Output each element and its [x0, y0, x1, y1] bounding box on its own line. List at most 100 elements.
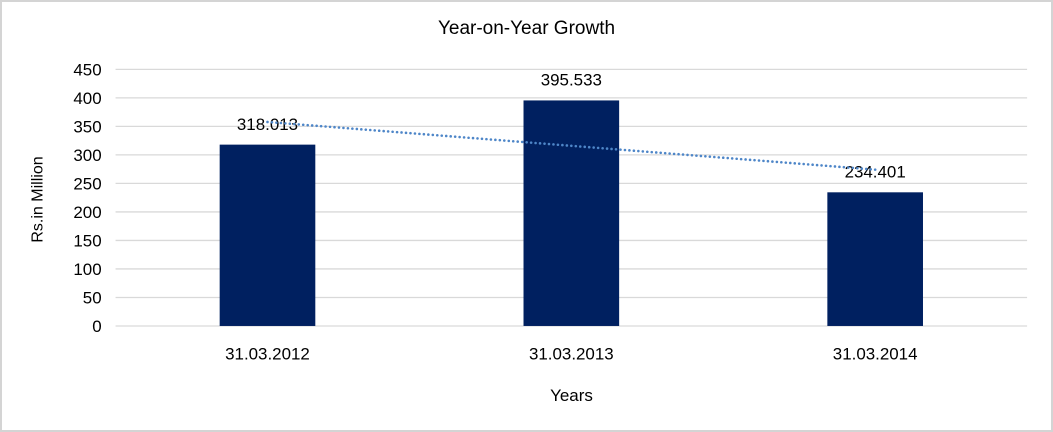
- trendline-dot: [337, 126, 341, 129]
- trendline-dot: [404, 131, 408, 135]
- trendline-dot: [614, 148, 618, 151]
- trendline-dot: [525, 140, 528, 144]
- trendline-dot: [842, 165, 846, 169]
- trendline-dot: [507, 139, 511, 143]
- trendline-dot: [534, 141, 537, 145]
- trendline-dot: [346, 126, 350, 130]
- trendline-dot: [355, 127, 359, 131]
- trendline-dot: [427, 133, 430, 136]
- trendline-dot: [319, 124, 323, 128]
- trendline-dot: [663, 151, 667, 155]
- trendline-dot: [766, 159, 770, 163]
- trendline-dot: [806, 163, 810, 166]
- trendline-dot: [704, 155, 707, 158]
- trendline-dot: [386, 130, 390, 133]
- trendline-dot: [610, 147, 613, 151]
- trendline-dot: [543, 142, 546, 145]
- trendline-dot: [820, 164, 823, 167]
- trendline-dot: [373, 129, 377, 132]
- trendline-dot: [762, 159, 765, 163]
- trendline-dot: [458, 135, 461, 139]
- y-tick-label: 400: [73, 89, 101, 108]
- trendline-dot: [833, 165, 837, 168]
- trendline-dot: [748, 158, 752, 162]
- trendline-dot: [860, 167, 864, 170]
- bar-data-label: 318.013: [237, 115, 298, 134]
- trendline-dot: [659, 151, 662, 155]
- x-axis-title: Years: [550, 386, 593, 405]
- y-tick-label: 450: [73, 60, 101, 79]
- trendline-dot: [583, 145, 587, 149]
- trendline-dot: [275, 121, 278, 124]
- trendline-dot: [288, 122, 292, 125]
- y-tick-label: 250: [73, 174, 101, 193]
- trendline-dot: [757, 159, 761, 162]
- trendline-dot: [310, 124, 314, 127]
- trendline-dot: [400, 131, 403, 134]
- trendline-dot: [650, 150, 654, 154]
- trendline-dot: [480, 137, 484, 141]
- trendline-dot: [529, 141, 533, 144]
- trendline-dot: [328, 125, 332, 129]
- trendline-dot: [851, 166, 855, 170]
- trendline-dot: [788, 161, 792, 165]
- trendline-dot: [730, 157, 734, 160]
- trendline-dot: [784, 161, 788, 164]
- trendline-dot: [266, 120, 269, 124]
- trendline-dot: [699, 154, 703, 158]
- trendline-dot: [418, 132, 421, 136]
- trendline-dot: [838, 165, 841, 169]
- trendline-dot: [547, 142, 551, 146]
- trendline-dot: [771, 160, 774, 163]
- trendline-dot: [753, 158, 756, 162]
- trendline-dot: [578, 145, 582, 148]
- trendline-dot: [368, 128, 372, 132]
- trendline-dot: [284, 122, 287, 125]
- trendline-dot: [556, 143, 560, 147]
- trendline-dot: [708, 155, 712, 158]
- trendline-dot: [485, 137, 488, 141]
- x-tick-label: 31.03.2012: [225, 345, 310, 364]
- trendline-dot: [444, 134, 448, 138]
- y-tick-label: 350: [73, 117, 101, 136]
- trendline-dot: [829, 164, 832, 168]
- trendline-dot: [717, 156, 721, 159]
- trendline-dot: [690, 153, 694, 157]
- trendline-dot: [654, 151, 658, 154]
- bar: [827, 192, 923, 326]
- trendline-dot: [847, 166, 850, 169]
- trendline-dot: [824, 164, 828, 168]
- trendline-dot: [645, 150, 649, 154]
- trendline-dot: [520, 140, 524, 144]
- trendline-dot: [422, 132, 426, 136]
- trendline-dot: [739, 157, 743, 161]
- trendline-dot: [395, 130, 399, 134]
- trendline-dot: [672, 152, 676, 156]
- y-tick-label: 100: [73, 260, 101, 279]
- trendline-dot: [686, 153, 689, 157]
- trendline-dot: [351, 127, 354, 130]
- bar: [523, 100, 620, 326]
- bar-data-label: 395.533: [541, 71, 602, 90]
- bar: [219, 144, 316, 326]
- trendline-dot: [601, 146, 604, 150]
- x-tick-label: 31.03.2013: [529, 345, 614, 364]
- trendline-dot: [471, 136, 475, 140]
- bar-data-label: 234.401: [845, 162, 906, 181]
- trendline-dot: [449, 135, 452, 138]
- y-tick-label: 300: [73, 146, 101, 165]
- x-tick-label: 31.03.2014: [833, 345, 918, 364]
- trendline-dot: [721, 156, 725, 159]
- y-tick-label: 50: [83, 288, 102, 307]
- trendline-dot: [297, 123, 301, 126]
- trendline-dot: [552, 143, 555, 146]
- trendline-dot: [324, 125, 327, 128]
- trendline-dot: [435, 133, 439, 137]
- trendline-dot: [596, 146, 600, 150]
- trendline-dot: [797, 162, 801, 165]
- trendline-dot: [342, 126, 345, 130]
- trendline-dot: [565, 144, 569, 147]
- trendline-dot: [476, 137, 479, 140]
